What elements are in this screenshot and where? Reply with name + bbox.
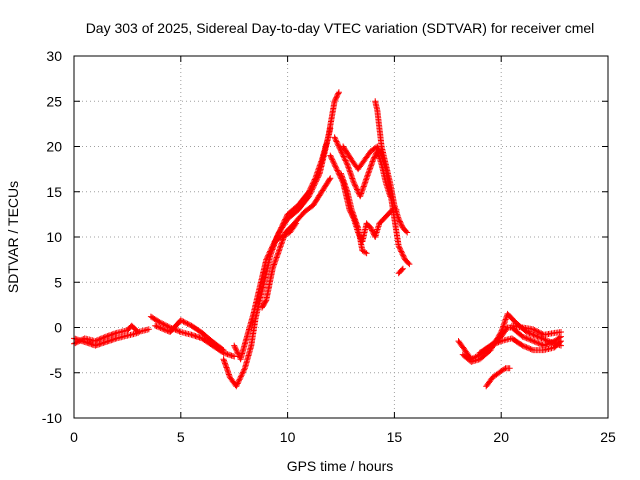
y-tick-label: 30	[46, 48, 62, 64]
data-point-track	[152, 317, 227, 354]
data-point-track	[231, 125, 334, 363]
data-point-track	[395, 265, 406, 277]
data-points	[71, 89, 564, 390]
y-tick-label: 15	[46, 184, 62, 200]
x-tick-label: 5	[177, 429, 185, 445]
y-tick-label: 0	[54, 320, 62, 336]
x-axis-title: GPS time / hours	[287, 458, 394, 474]
data-point-track	[259, 175, 334, 311]
x-axis-ticks: 0 5 10 15 20 25	[70, 56, 616, 445]
y-tick-label: -10	[42, 410, 62, 426]
y-tick-label: 5	[54, 274, 62, 290]
y-axis-title: SDTVAR / TECUs	[5, 181, 21, 293]
data-point-track	[483, 365, 513, 390]
x-tick-label: 25	[600, 429, 616, 445]
data-point-track	[476, 335, 564, 356]
grid-lines	[74, 56, 608, 418]
y-tick-label: 25	[46, 93, 62, 109]
x-tick-label: 20	[493, 429, 509, 445]
data-point-track	[372, 98, 411, 236]
data-point-track	[271, 220, 300, 245]
x-tick-label: 10	[280, 429, 296, 445]
y-tick-label: -5	[50, 365, 63, 381]
y-tick-label: 20	[46, 139, 62, 155]
chart-title: Day 303 of 2025, Sidereal Day-to-day VTE…	[86, 20, 595, 36]
y-axis-ticks: -10 -5 0 5 10 15 20 25 30	[42, 48, 608, 426]
data-point-track	[147, 313, 238, 360]
data-point-track	[508, 322, 564, 338]
x-tick-label: 0	[70, 429, 78, 445]
data-point-track	[338, 170, 370, 257]
y-tick-label: 10	[46, 229, 62, 245]
x-tick-label: 15	[387, 429, 403, 445]
